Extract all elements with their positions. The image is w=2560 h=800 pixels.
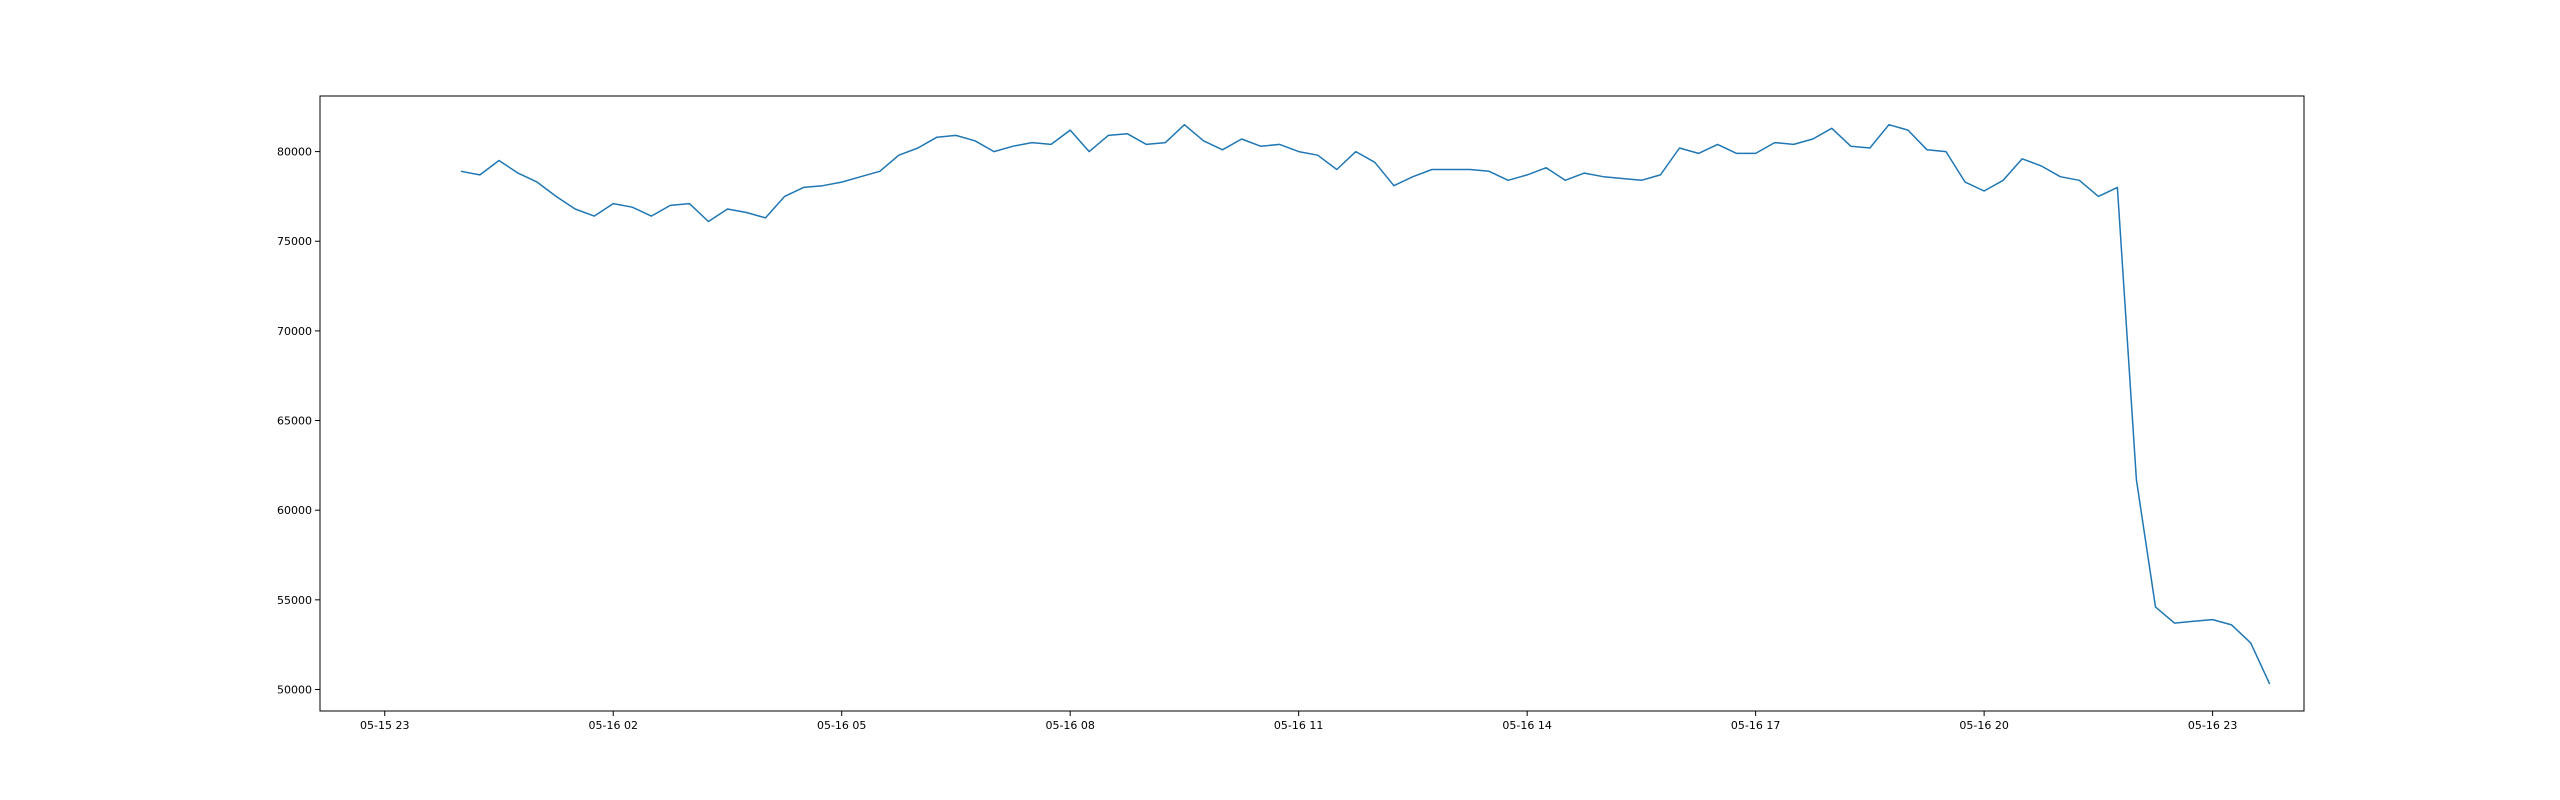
x-tick-label: 05-16 23 [2188,719,2237,732]
x-tick-label: 05-16 11 [1274,719,1323,732]
x-tick-label: 05-16 14 [1502,719,1551,732]
y-tick-label: 50000 [277,683,312,696]
y-tick-label: 55000 [277,594,312,607]
x-tick-label: 05-15 23 [360,719,409,732]
y-tick-label: 70000 [277,325,312,338]
x-tick-label: 05-16 17 [1731,719,1780,732]
x-axis: 05-15 23 05-16 02 05-16 05 05-16 08 05-16 11… [360,711,2237,732]
plot-frame [319,95,2305,712]
y-tick-label: 65000 [277,415,312,428]
series-layer [460,123,2271,685]
y-tick-label: 80000 [277,146,312,159]
y-tick-label: 60000 [277,504,312,517]
series-line [460,123,2271,685]
x-tick-label: 05-16 02 [588,719,637,732]
x-tick-label: 05-16 08 [1045,719,1094,732]
y-axis: 50000 55000 60000 65000 70000 75000 80000 [277,146,320,696]
x-tick-label: 05-16 20 [1959,719,2008,732]
y-tick-label: 75000 [277,235,312,248]
x-tick-label: 05-16 05 [817,719,866,732]
